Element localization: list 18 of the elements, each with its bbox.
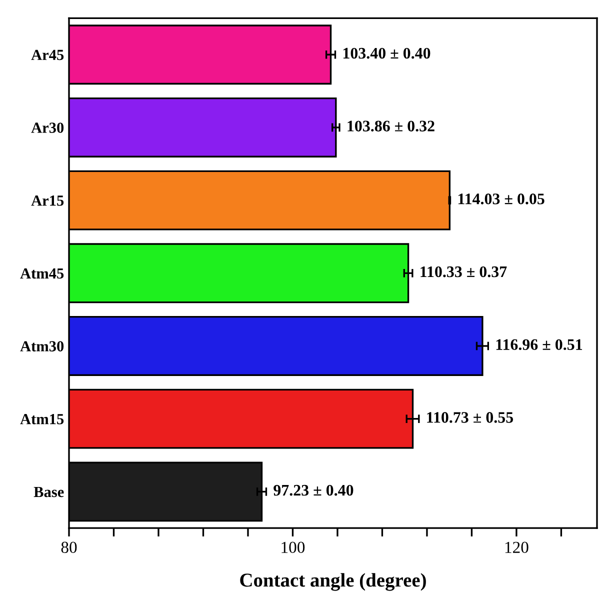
data-label: 97.23 ± 0.40 <box>274 484 354 496</box>
data-label: 103.40 ± 0.40 <box>343 48 430 59</box>
x-tick-label: 80 <box>61 542 77 554</box>
y-tick-label: Ar45 <box>31 50 64 60</box>
data-label: 110.73 ± 0.55 <box>427 412 514 423</box>
x-tick-label: 100 <box>282 542 305 554</box>
data-label: 116.96 ± 0.51 <box>496 339 582 350</box>
data-label: 110.33 ± 0.37 <box>420 266 507 278</box>
y-tick-label: Atm15 <box>20 414 64 424</box>
x-tick-label: 120 <box>505 542 528 554</box>
y-tick-label: Base <box>34 486 64 498</box>
data-label: 103.86 ± 0.32 <box>348 120 434 132</box>
y-tick-label: Atm45 <box>20 268 64 279</box>
y-tick-label: Atm30 <box>20 341 64 352</box>
y-tick-label: Ar30 <box>31 122 64 133</box>
y-tick-label: Ar15 <box>31 196 64 206</box>
data-label: 114.03 ± 0.05 <box>458 194 544 204</box>
x-axis-title: Contact angle (degree) <box>240 573 426 591</box>
